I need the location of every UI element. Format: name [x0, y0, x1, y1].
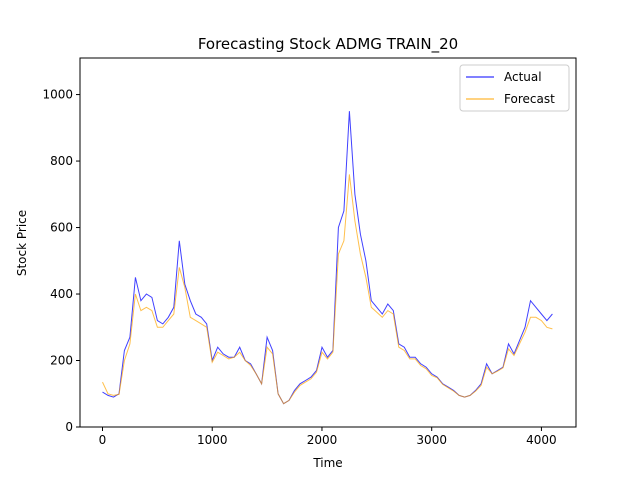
y-tick-label: 600	[50, 221, 73, 235]
chart-title: Forecasting Stock ADMG TRAIN_20	[198, 35, 458, 54]
x-axis-label: Time	[312, 456, 342, 470]
y-tick-label: 200	[50, 354, 73, 368]
x-tick-label: 3000	[416, 433, 447, 447]
x-tick-label: 2000	[307, 433, 338, 447]
y-axis-label: Stock Price	[15, 210, 29, 276]
legend-label: Actual	[504, 70, 542, 84]
x-tick-label: 4000	[526, 433, 557, 447]
legend-label: Forecast	[504, 92, 555, 106]
data-line	[102, 174, 553, 405]
plot-frame	[79, 57, 577, 428]
x-tick-label: 1000	[197, 433, 228, 447]
y-tick-label: 800	[50, 154, 73, 168]
y-tick-label: 1000	[42, 88, 73, 102]
y-tick-label: 400	[50, 287, 73, 301]
data-line	[102, 111, 553, 405]
x-tick-label: 0	[99, 433, 107, 447]
y-tick-label: 0	[65, 420, 73, 434]
